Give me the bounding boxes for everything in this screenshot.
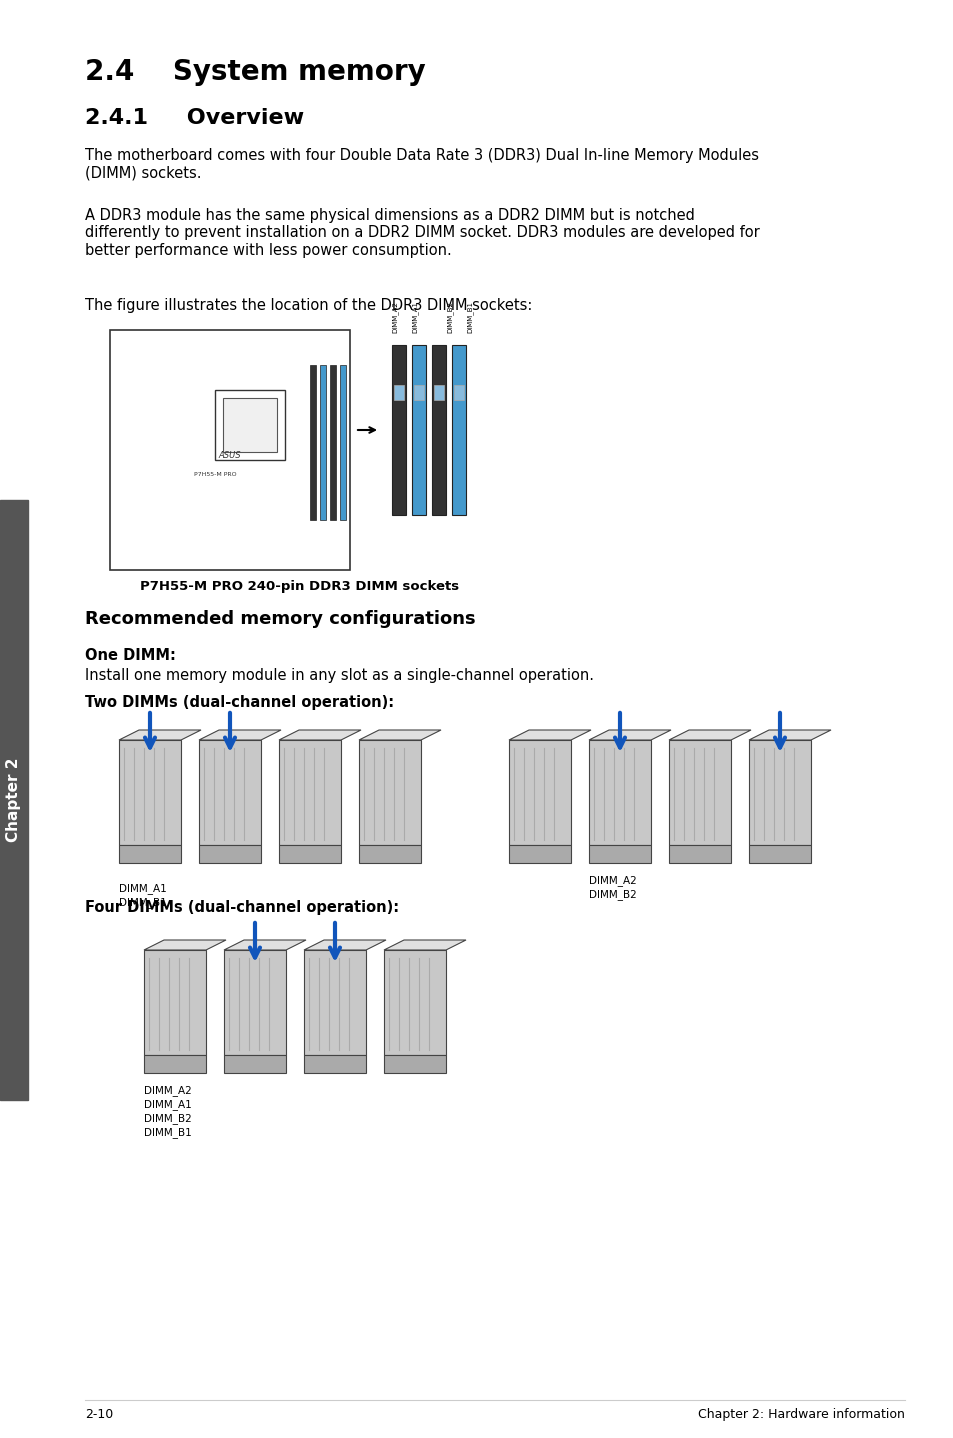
Bar — [412, 345, 426, 515]
Polygon shape — [278, 731, 360, 741]
Bar — [278, 846, 340, 863]
Text: ASUS: ASUS — [218, 450, 241, 460]
Text: 2.4    System memory: 2.4 System memory — [85, 58, 425, 86]
Bar — [432, 345, 446, 515]
Text: One DIMM:: One DIMM: — [85, 649, 175, 663]
Bar — [144, 951, 206, 1055]
Text: Two DIMMs (dual-channel operation):: Two DIMMs (dual-channel operation): — [85, 695, 394, 710]
Text: A DDR3 module has the same physical dimensions as a DDR2 DIMM but is notched
dif: A DDR3 module has the same physical dime… — [85, 209, 759, 257]
Polygon shape — [119, 731, 201, 741]
Polygon shape — [358, 731, 440, 741]
Bar — [668, 846, 730, 863]
Text: Four DIMMs (dual-channel operation):: Four DIMMs (dual-channel operation): — [85, 900, 398, 915]
Bar — [0, 500, 28, 1100]
Polygon shape — [144, 940, 226, 951]
Bar — [509, 846, 571, 863]
Text: P7H55-M PRO: P7H55-M PRO — [193, 473, 236, 477]
Bar — [223, 398, 276, 452]
Bar — [358, 846, 420, 863]
Text: Recommended memory configurations: Recommended memory configurations — [85, 610, 476, 628]
Bar — [414, 385, 423, 400]
Text: The figure illustrates the location of the DDR3 DIMM sockets:: The figure illustrates the location of t… — [85, 298, 532, 313]
Text: DIMM_A1: DIMM_A1 — [411, 301, 418, 334]
Bar — [748, 846, 810, 863]
Polygon shape — [224, 940, 306, 951]
Bar — [119, 846, 181, 863]
Bar — [199, 846, 261, 863]
Text: P7H55-M PRO 240-pin DDR3 DIMM sockets: P7H55-M PRO 240-pin DDR3 DIMM sockets — [140, 580, 459, 592]
Text: Install one memory module in any slot as a single-channel operation.: Install one memory module in any slot as… — [85, 669, 594, 683]
Bar — [452, 345, 465, 515]
Bar — [278, 741, 340, 846]
Bar — [358, 741, 420, 846]
Text: DIMM_B1: DIMM_B1 — [144, 1127, 192, 1137]
Bar — [588, 846, 650, 863]
Bar — [384, 1055, 446, 1073]
Bar — [119, 741, 181, 846]
Bar — [224, 951, 286, 1055]
Text: 2.4.1     Overview: 2.4.1 Overview — [85, 108, 304, 128]
Bar — [214, 390, 285, 460]
Bar — [588, 741, 650, 846]
Text: DIMM_B2: DIMM_B2 — [446, 301, 453, 334]
Bar — [748, 741, 810, 846]
Polygon shape — [588, 731, 670, 741]
Bar — [110, 329, 350, 569]
Text: DIMM_A1: DIMM_A1 — [119, 883, 167, 894]
Bar — [434, 385, 443, 400]
Text: Chapter 2: Hardware information: Chapter 2: Hardware information — [698, 1408, 904, 1421]
Text: DIMM_B2: DIMM_B2 — [588, 889, 636, 900]
Text: DIMM_A2: DIMM_A2 — [588, 874, 636, 886]
Text: DIMM_A1: DIMM_A1 — [144, 1099, 192, 1110]
Text: 2-10: 2-10 — [85, 1408, 113, 1421]
Bar — [304, 1055, 366, 1073]
Polygon shape — [509, 731, 590, 741]
Polygon shape — [748, 731, 830, 741]
Text: DIMM_A2: DIMM_A2 — [392, 301, 398, 334]
Text: DIMM_B1: DIMM_B1 — [466, 301, 473, 334]
Text: DIMM_A2: DIMM_A2 — [144, 1086, 192, 1096]
Bar — [199, 741, 261, 846]
Bar — [384, 951, 446, 1055]
Bar — [224, 1055, 286, 1073]
Bar — [454, 385, 463, 400]
Polygon shape — [384, 940, 465, 951]
Bar — [319, 365, 326, 521]
Bar — [310, 365, 315, 521]
Bar — [394, 385, 403, 400]
Text: DIMM_B2: DIMM_B2 — [144, 1113, 192, 1125]
Polygon shape — [304, 940, 386, 951]
Text: DIMM_B1: DIMM_B1 — [119, 897, 167, 907]
Bar — [304, 951, 366, 1055]
Text: The motherboard comes with four Double Data Rate 3 (DDR3) Dual In-line Memory Mo: The motherboard comes with four Double D… — [85, 148, 759, 180]
Bar — [330, 365, 335, 521]
Bar — [668, 741, 730, 846]
Polygon shape — [199, 731, 281, 741]
Bar — [509, 741, 571, 846]
Text: Chapter 2: Chapter 2 — [7, 758, 22, 843]
Bar — [392, 345, 406, 515]
Bar — [339, 365, 346, 521]
Bar — [144, 1055, 206, 1073]
Polygon shape — [668, 731, 750, 741]
